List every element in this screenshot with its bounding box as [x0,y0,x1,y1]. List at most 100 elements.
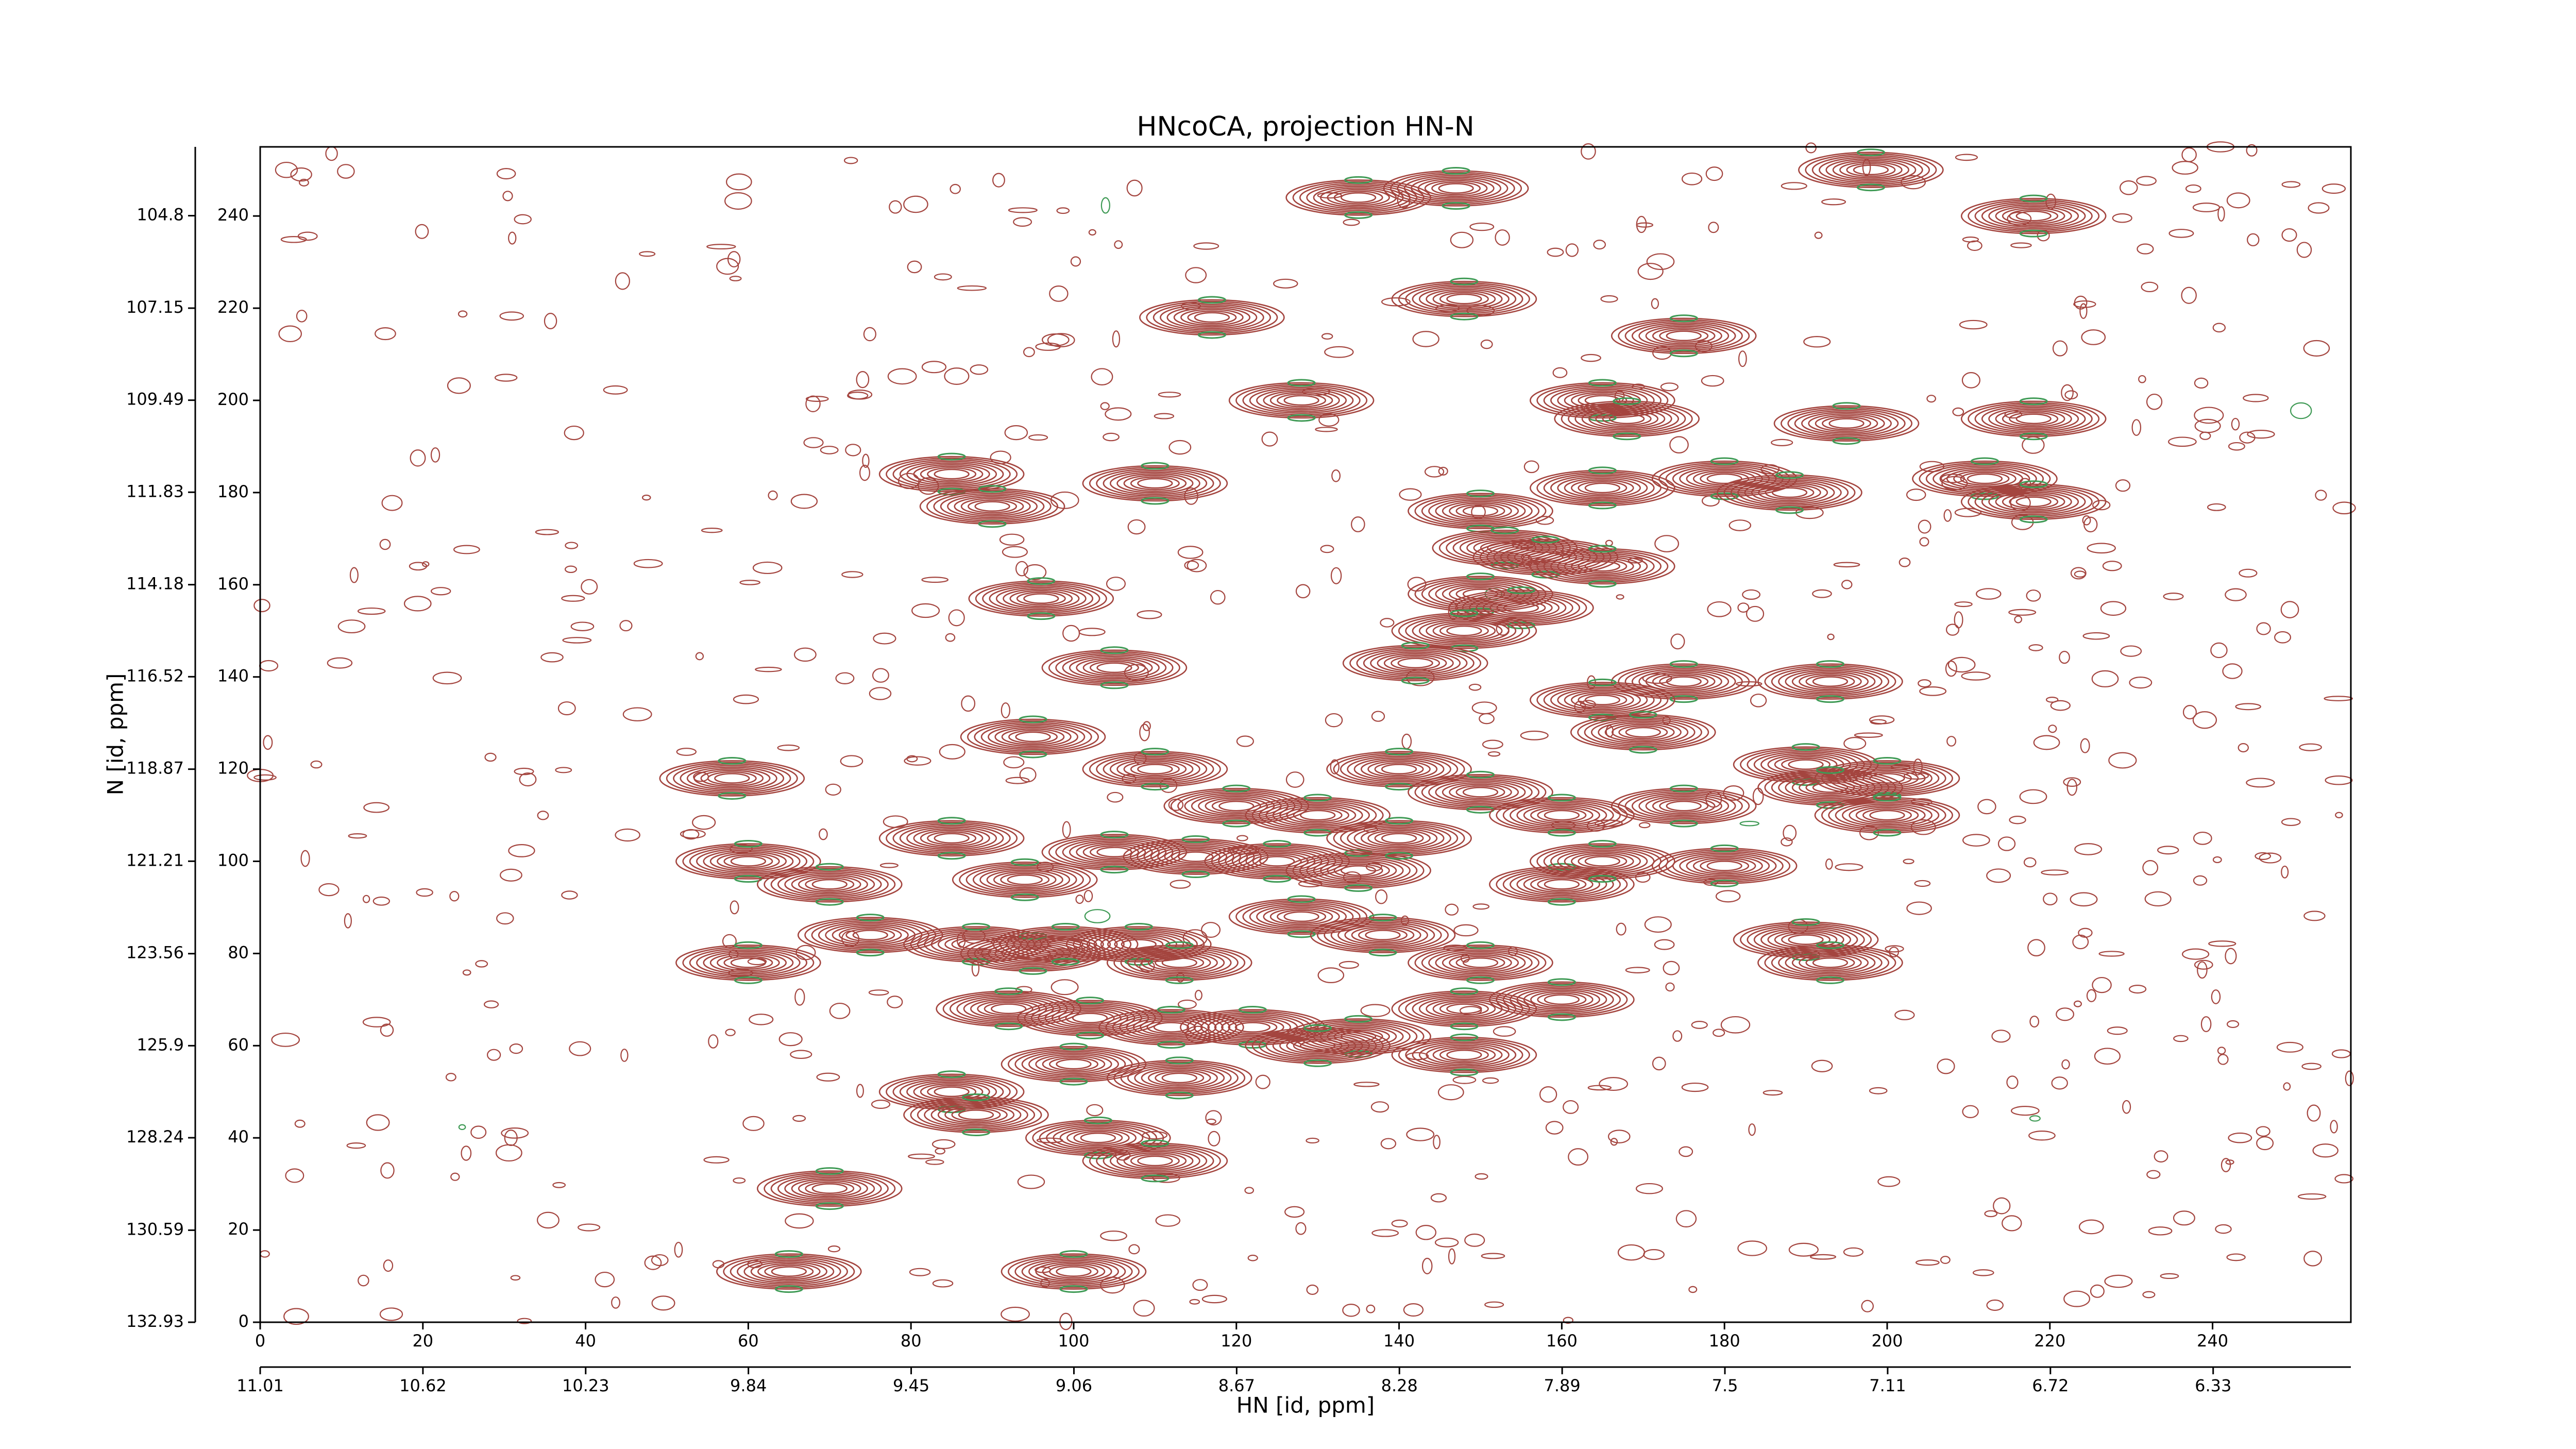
peak-contour [952,861,1098,898]
noise-contour [1672,1030,1683,1042]
noise-contour [1084,909,1111,923]
noise-contour [1306,1284,1319,1295]
peak-contour [1008,1047,1140,1081]
peak-contour [1265,802,1370,829]
noise-contour [2136,176,2157,186]
negative-contour [1287,895,1316,903]
noise-contour [708,1034,719,1049]
negative-contour [1873,829,1902,837]
noise-contour [2217,1054,2229,1065]
peak-contour [2002,493,2065,511]
peak-contour [2009,209,2059,223]
noise-contour [1154,413,1175,419]
peak-contour [666,762,798,795]
noise-contour [253,599,270,613]
noise-contour [410,449,426,467]
peak-contour [1822,416,1871,431]
noise-contour [2194,959,2213,970]
peak-contour [707,771,757,786]
peak-contour [1358,928,1408,942]
peak-contour [1791,952,1869,973]
peak-contour [1160,304,1264,331]
peak-contour [717,954,780,971]
noise-contour [375,327,396,341]
noise-contour [651,1295,675,1311]
noise-contour [569,1041,591,1056]
noise-contour [1854,732,1883,738]
peak [1001,1250,1147,1293]
noise-contour [514,214,532,225]
peak [1798,148,1944,192]
negative-contour [978,485,1007,493]
y2-tick-label: 104.8 [137,205,184,225]
noise-contour [2131,419,2142,436]
negative-contour [1710,844,1739,852]
peak-contour [1561,402,1693,435]
noise-contour [1781,182,1807,190]
noise-contour [1017,1174,1045,1189]
peak-contour [1293,808,1343,822]
noise-contour [1401,733,1412,749]
noise-contour [1663,961,1680,975]
noise-contour [1961,671,1991,681]
noise-contour [564,425,584,441]
y-tick-label: 180 [217,482,249,501]
peak-contour [1116,759,1194,780]
peak-contour [1652,672,1716,690]
noise-contour [1201,1294,1227,1304]
noise-contour [2211,989,2221,1004]
peak-contour [1960,400,2107,437]
peak-contour [2002,207,2065,225]
noise-contour [1366,1304,1376,1313]
noise-contour [540,652,564,663]
peak-contour [1510,802,1614,829]
peak-contour [1009,589,1073,608]
noise-contour [275,161,298,178]
noise-contour [945,633,956,642]
peak-contour [696,949,801,976]
noise-contour [1809,1254,1837,1260]
x2-tick-label: 9.06 [1056,1376,1092,1395]
peak-contour [1141,952,1218,973]
y2-tick-label: 107.15 [126,297,184,317]
peak-contour [757,1262,821,1280]
noise-contour [447,377,471,394]
peak-contour [1098,1009,1244,1046]
peak-contour [659,760,805,797]
noise-contour [2312,1143,2338,1158]
peak-contour [1141,1068,1218,1088]
noise-contour [2330,1120,2338,1134]
x-tick-label: 20 [412,1331,433,1351]
noise-contour [1421,1257,1433,1274]
noise-contour [2010,242,2032,248]
noise-contour [278,325,302,343]
peak-contour [1544,879,1580,890]
negative-contour [2019,515,2048,524]
peak-contour [1001,1253,1147,1290]
noise-contour [502,191,513,201]
noise-contour [2212,323,2226,333]
noise-contour [445,1073,456,1082]
noise-contour [1652,1056,1666,1071]
negative-contour [1710,457,1739,465]
peak-contour [756,1170,903,1207]
noise-contour [536,1211,560,1229]
noise-contour [1781,837,1793,847]
noise-contour [2228,1132,2252,1143]
peak-contour [1137,764,1173,774]
noise-contour [1078,628,1106,636]
peak-contour [700,769,764,787]
negative-contour [1303,1059,1332,1067]
peak-contour [1638,324,1730,348]
peak-contour [1225,848,1330,875]
noise-contour [1636,215,1647,233]
y2-tick-label: 130.59 [126,1219,184,1239]
peak-contour [1516,803,1607,827]
x-tick-label: 60 [738,1331,759,1351]
noise-contour [1762,1090,1783,1096]
peak [1489,794,1635,837]
peak-contour [1507,547,1584,567]
peak-contour [1041,937,1091,952]
noise-contour [778,1032,803,1047]
peak-contour [2009,412,2059,426]
